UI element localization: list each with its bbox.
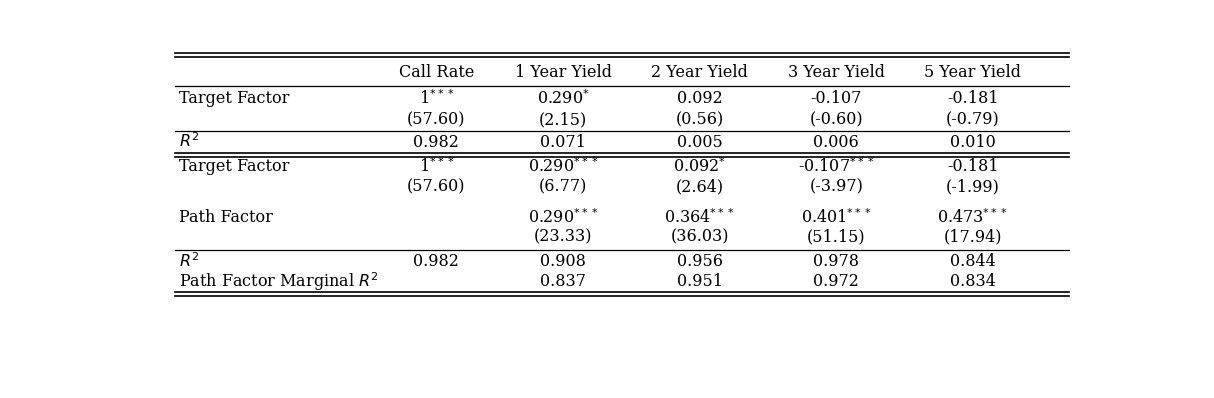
Text: Target Factor: Target Factor — [178, 158, 289, 176]
Text: Target Factor: Target Factor — [178, 90, 289, 107]
Text: 0.982: 0.982 — [414, 253, 459, 270]
Text: 0.473$^{***}$: 0.473$^{***}$ — [937, 208, 1008, 226]
Text: Path Factor: Path Factor — [178, 209, 273, 226]
Text: (2.64): (2.64) — [676, 179, 724, 196]
Text: 0.834: 0.834 — [949, 273, 995, 290]
Text: 0.978: 0.978 — [813, 253, 860, 270]
Text: -0.181: -0.181 — [947, 158, 998, 176]
Text: Call Rate: Call Rate — [398, 64, 473, 81]
Text: (2.15): (2.15) — [539, 111, 588, 128]
Text: (36.03): (36.03) — [670, 229, 730, 246]
Text: (-0.60): (-0.60) — [810, 111, 863, 128]
Text: (-1.99): (-1.99) — [946, 179, 999, 196]
Text: 0.290$^{***}$: 0.290$^{***}$ — [528, 208, 599, 226]
Text: 0.290$^{*}$: 0.290$^{*}$ — [537, 90, 590, 108]
Text: 0.092$^{*}$: 0.092$^{*}$ — [674, 158, 726, 176]
Text: 0.005: 0.005 — [677, 134, 722, 151]
Text: 0.972: 0.972 — [813, 273, 860, 290]
Text: (57.60): (57.60) — [407, 111, 466, 128]
Text: -0.107$^{***}$: -0.107$^{***}$ — [798, 158, 874, 176]
Text: 0.844: 0.844 — [949, 253, 995, 270]
Text: 5 Year Yield: 5 Year Yield — [924, 64, 1021, 81]
Text: (23.33): (23.33) — [534, 229, 592, 246]
Text: 0.951: 0.951 — [676, 273, 722, 290]
Text: $R^2$: $R^2$ — [178, 133, 199, 152]
Text: (6.77): (6.77) — [539, 179, 588, 196]
Text: (0.56): (0.56) — [676, 111, 724, 128]
Text: 1 Year Yield: 1 Year Yield — [515, 64, 612, 81]
Text: 0.006: 0.006 — [813, 134, 860, 151]
Text: 0.010: 0.010 — [949, 134, 995, 151]
Text: Path Factor Marginal $R^2$: Path Factor Marginal $R^2$ — [178, 270, 379, 293]
Text: (57.60): (57.60) — [407, 179, 466, 196]
Text: 0.071: 0.071 — [540, 134, 586, 151]
Text: 0.401$^{***}$: 0.401$^{***}$ — [801, 208, 872, 226]
Text: 0.092: 0.092 — [677, 90, 722, 107]
Text: 1$^{***}$: 1$^{***}$ — [419, 90, 454, 108]
Text: 0.982: 0.982 — [414, 134, 459, 151]
Text: 0.837: 0.837 — [540, 273, 586, 290]
Text: 1$^{***}$: 1$^{***}$ — [419, 158, 454, 176]
Text: $R^2$: $R^2$ — [178, 252, 199, 271]
Text: (51.15): (51.15) — [807, 229, 866, 246]
Text: 0.364$^{***}$: 0.364$^{***}$ — [664, 208, 736, 226]
Text: (-0.79): (-0.79) — [946, 111, 999, 128]
Text: 0.290$^{***}$: 0.290$^{***}$ — [528, 158, 599, 176]
Text: (-3.97): (-3.97) — [810, 179, 863, 196]
Text: 2 Year Yield: 2 Year Yield — [652, 64, 748, 81]
Text: -0.181: -0.181 — [947, 90, 998, 107]
Text: -0.107: -0.107 — [811, 90, 862, 107]
Text: 0.956: 0.956 — [676, 253, 722, 270]
Text: (17.94): (17.94) — [943, 229, 1002, 246]
Text: 0.908: 0.908 — [540, 253, 586, 270]
Text: 3 Year Yield: 3 Year Yield — [788, 64, 885, 81]
